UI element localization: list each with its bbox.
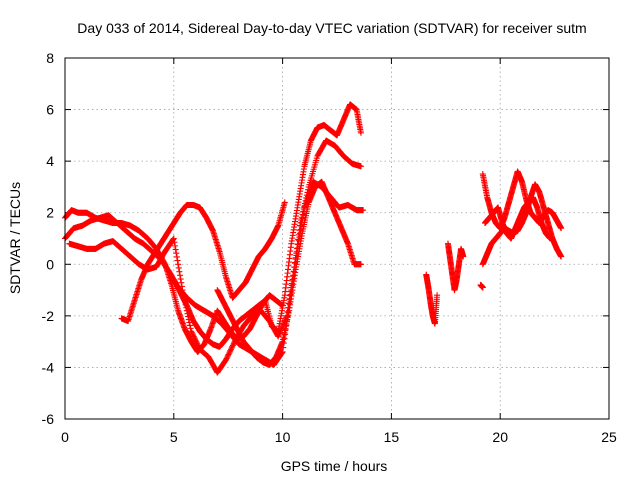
- y-tick-label: -4: [42, 359, 55, 375]
- data-point: [186, 322, 193, 329]
- data-point: [224, 352, 231, 359]
- data-point: [177, 272, 184, 279]
- data-point: [223, 356, 230, 363]
- data-point: [173, 253, 180, 260]
- data-point: [558, 253, 565, 260]
- series-arc4: [118, 199, 288, 325]
- data-point: [460, 253, 467, 260]
- data-point: [547, 235, 554, 242]
- data-point: [188, 328, 195, 335]
- data-point: [176, 268, 183, 275]
- data-point: [171, 239, 178, 246]
- y-tick-label: 8: [46, 50, 54, 66]
- data-point: [224, 354, 231, 361]
- data-point: [170, 235, 177, 242]
- data-point: [172, 246, 179, 253]
- data-point: [434, 292, 441, 299]
- data-point: [228, 345, 235, 352]
- data-point: [479, 284, 486, 291]
- y-axis-label: SDTVAR / TECUs: [7, 182, 23, 294]
- data-point: [191, 334, 198, 341]
- data-point: [357, 163, 364, 170]
- y-tick-label: -6: [42, 411, 55, 427]
- data-point: [226, 350, 233, 357]
- x-tick-label: 10: [275, 429, 291, 445]
- series-arc2: [62, 137, 364, 368]
- x-tick-label: 15: [384, 429, 400, 445]
- series-arc8: [444, 240, 467, 294]
- y-tick-label: 4: [46, 153, 54, 169]
- data-point: [173, 250, 180, 257]
- data-point: [226, 348, 233, 355]
- data-point: [281, 199, 288, 206]
- data-point: [558, 225, 565, 232]
- data-point: [192, 337, 199, 344]
- data-point: [172, 242, 179, 249]
- series-arc6: [214, 178, 364, 368]
- data-point: [189, 330, 196, 337]
- data-point: [357, 129, 364, 136]
- data-point: [360, 207, 367, 214]
- y-tick-label: -2: [42, 308, 55, 324]
- data-point: [229, 343, 236, 350]
- x-tick-label: 20: [492, 429, 508, 445]
- data-points: [62, 101, 565, 376]
- data-point: [188, 329, 195, 336]
- data-point: [175, 264, 182, 271]
- chart-title: Day 033 of 2014, Sidereal Day-to-day VTE…: [77, 20, 586, 36]
- data-point: [174, 257, 181, 264]
- x-axis-label: GPS time / hours: [281, 458, 388, 474]
- data-point: [195, 342, 202, 349]
- y-tick-label: 0: [46, 256, 54, 272]
- plot-frame: [64, 57, 610, 420]
- data-point: [227, 346, 234, 353]
- data-point: [190, 333, 197, 340]
- series-arc10: [479, 181, 565, 268]
- series-arc7: [423, 271, 441, 327]
- series-arc11: [481, 194, 554, 242]
- data-point: [193, 338, 200, 345]
- data-point: [194, 341, 201, 348]
- x-tick-label: 0: [61, 429, 69, 445]
- axis-ticks: 0 5 10 15 20 25 -6 -4 -2 0 2 4 6 8: [42, 50, 617, 445]
- x-tick-label: 5: [170, 429, 178, 445]
- data-point: [297, 219, 304, 226]
- data-point: [190, 332, 197, 339]
- data-point: [170, 236, 177, 243]
- data-point: [177, 276, 184, 283]
- data-point: [178, 279, 185, 286]
- data-point: [357, 261, 364, 268]
- y-tick-label: 2: [46, 205, 54, 221]
- y-tick-label: 6: [46, 102, 54, 118]
- x-tick-label: 25: [601, 429, 617, 445]
- data-point: [187, 325, 194, 332]
- data-point: [225, 351, 232, 358]
- data-point: [191, 336, 198, 343]
- data-point: [223, 355, 230, 362]
- data-point: [193, 339, 200, 346]
- data-point: [227, 347, 234, 354]
- data-point: [175, 261, 182, 268]
- data-point: [296, 227, 303, 234]
- data-point: [230, 341, 237, 348]
- series-arc5: [170, 101, 364, 350]
- data-point: [229, 342, 236, 349]
- series-arc12: [477, 281, 486, 291]
- data-point: [195, 343, 202, 350]
